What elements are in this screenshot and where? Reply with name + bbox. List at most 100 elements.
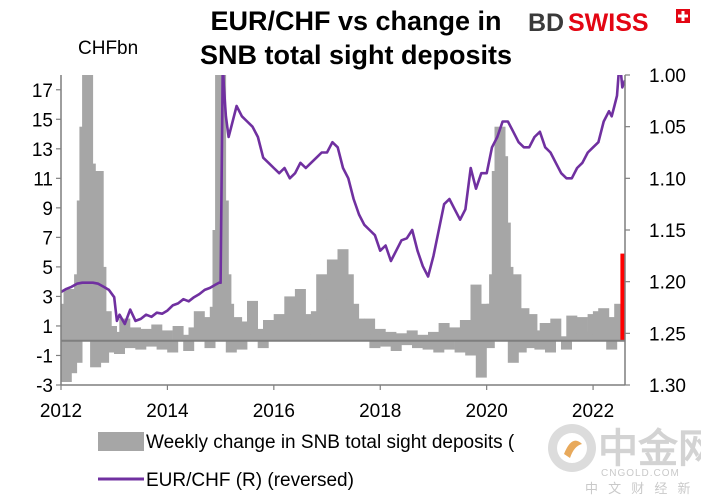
right-tick-label-1: 1.05 [649, 118, 686, 139]
deposit-bar-79 [406, 330, 418, 341]
x-tick-label-1: 2014 [146, 401, 189, 422]
deposit-bar-95 [483, 340, 495, 349]
left-axis-unit-label: CHFbn [78, 38, 138, 59]
deposit-bar-85 [438, 323, 450, 341]
deposit-bar-111 [526, 314, 538, 341]
deposit-bar-133 [614, 303, 625, 341]
deposit-bar-54 [273, 314, 285, 341]
deposit-bar-29 [156, 340, 168, 350]
cngold-logo-icon [548, 424, 596, 472]
deposit-bar-15 [95, 266, 107, 341]
x-tick-label-4: 2020 [466, 401, 508, 422]
deposit-bar-119 [566, 315, 578, 341]
deposit-bar-latest-0 [620, 253, 625, 341]
deposit-bar-88 [454, 340, 466, 353]
brand-name-bd: BD [528, 9, 564, 37]
deposit-bar-22 [119, 318, 131, 341]
right-tick-label-2: 1.10 [649, 169, 686, 190]
deposit-bar-33 [177, 334, 189, 341]
deposit-bar-84 [433, 340, 445, 353]
deposit-bar-25 [135, 340, 147, 350]
deposit-bar-26 [140, 328, 152, 341]
left-tick-label-1: -1 [36, 346, 53, 367]
deposit-bar-110 [523, 340, 535, 349]
deposit-bar-105 [510, 274, 522, 341]
deposit-bar-116 [550, 318, 562, 341]
deposit-bar-34 [183, 340, 195, 351]
left-tick-label-8: 13 [32, 140, 53, 161]
deposit-bar-49 [247, 300, 258, 341]
deposit-bar-37 [199, 317, 211, 341]
brand-name-swiss: SWISS [568, 9, 649, 37]
deposit-bar-6 [71, 340, 83, 363]
line-layer [61, 75, 625, 326]
x-tick-label-2: 2016 [253, 401, 295, 422]
left-tick-label-10: 17 [32, 81, 53, 102]
x-axis-ticks: 2012 2014 2016 2018 2020 2022 [40, 385, 614, 422]
deposit-bar-45 [225, 340, 237, 353]
left-tick-label-0: -3 [36, 376, 53, 397]
left-tick-label-9: 15 [32, 110, 53, 131]
deposit-bar-50 [252, 328, 264, 341]
deposit-bar-24 [130, 327, 141, 341]
deposit-bar-113 [534, 340, 546, 350]
deposit-bar-118 [561, 340, 572, 350]
swiss-cross-icon [676, 9, 690, 23]
right-tick-label-4: 1.20 [649, 273, 686, 294]
x-tick-label-5: 2022 [572, 401, 614, 422]
legend: Weekly change in SNB total sight deposit… [98, 432, 515, 491]
deposit-bar-73 [374, 328, 386, 341]
deposit-bar-47 [236, 340, 248, 350]
deposit-bar-13 [90, 340, 102, 368]
left-tick-label-6: 9 [42, 199, 53, 220]
deposit-bar-38 [204, 340, 216, 349]
deposit-bar-82 [422, 340, 434, 350]
deposit-bar-17 [100, 311, 112, 341]
deposit-bar-115 [545, 340, 556, 353]
left-tick-label-7: 11 [33, 169, 53, 190]
deposit-bar-121 [576, 317, 588, 341]
bdswiss-logo: BD SWISS [528, 9, 690, 37]
deposit-bar-80 [412, 340, 423, 349]
deposit-bar-44 [223, 303, 235, 341]
bars-layer [61, 75, 625, 382]
x-tick-label-3: 2018 [359, 401, 401, 422]
deposit-bar-91 [470, 284, 482, 341]
chart-title-line-2: SNB total sight deposits [200, 40, 512, 70]
left-tick-label-4: 5 [42, 258, 53, 279]
watermark-main-text: 中金网 [598, 426, 701, 472]
deposit-bar-74 [380, 340, 392, 347]
deposit-bar-18 [103, 340, 115, 353]
deposit-bar-14 [92, 171, 104, 341]
deposit-bar-71 [364, 318, 376, 341]
deposit-bar-130 [606, 340, 618, 350]
watermark-tagline-text: 中 文 财 经 新 媒 体 [585, 481, 701, 497]
deposit-bar-117 [555, 336, 567, 341]
deposit-bar-51 [257, 340, 269, 349]
deposit-bar-107 [515, 340, 527, 353]
eurchf-line [61, 75, 625, 326]
deposit-bar-76 [390, 340, 402, 351]
deposit-bar-56 [284, 296, 296, 341]
right-tick-label-6: 1.30 [649, 376, 686, 397]
deposit-bar-59 [300, 314, 312, 341]
deposit-bar-92 [475, 340, 487, 378]
watermark-sub-text: CNGOLD.COM [601, 468, 680, 479]
deposit-bar-52 [263, 320, 274, 341]
deposit-bar-81 [417, 334, 429, 341]
deposit-bar-104 [507, 340, 519, 363]
deposit-bar-75 [385, 331, 397, 341]
deposit-bar-46 [231, 317, 243, 341]
deposit-bar-86 [443, 340, 455, 350]
deposit-bar-89 [459, 320, 471, 341]
left-tick-label-5: 7 [42, 228, 53, 249]
deposit-bar-32 [172, 326, 184, 341]
deposit-bar-42 [217, 200, 229, 341]
right-tick-label-3: 1.15 [649, 221, 686, 242]
deposit-bar-77 [396, 333, 407, 341]
deposit-bar-23 [124, 340, 136, 349]
deposit-bar-72 [369, 340, 381, 349]
deposit-bar-112 [529, 330, 540, 341]
